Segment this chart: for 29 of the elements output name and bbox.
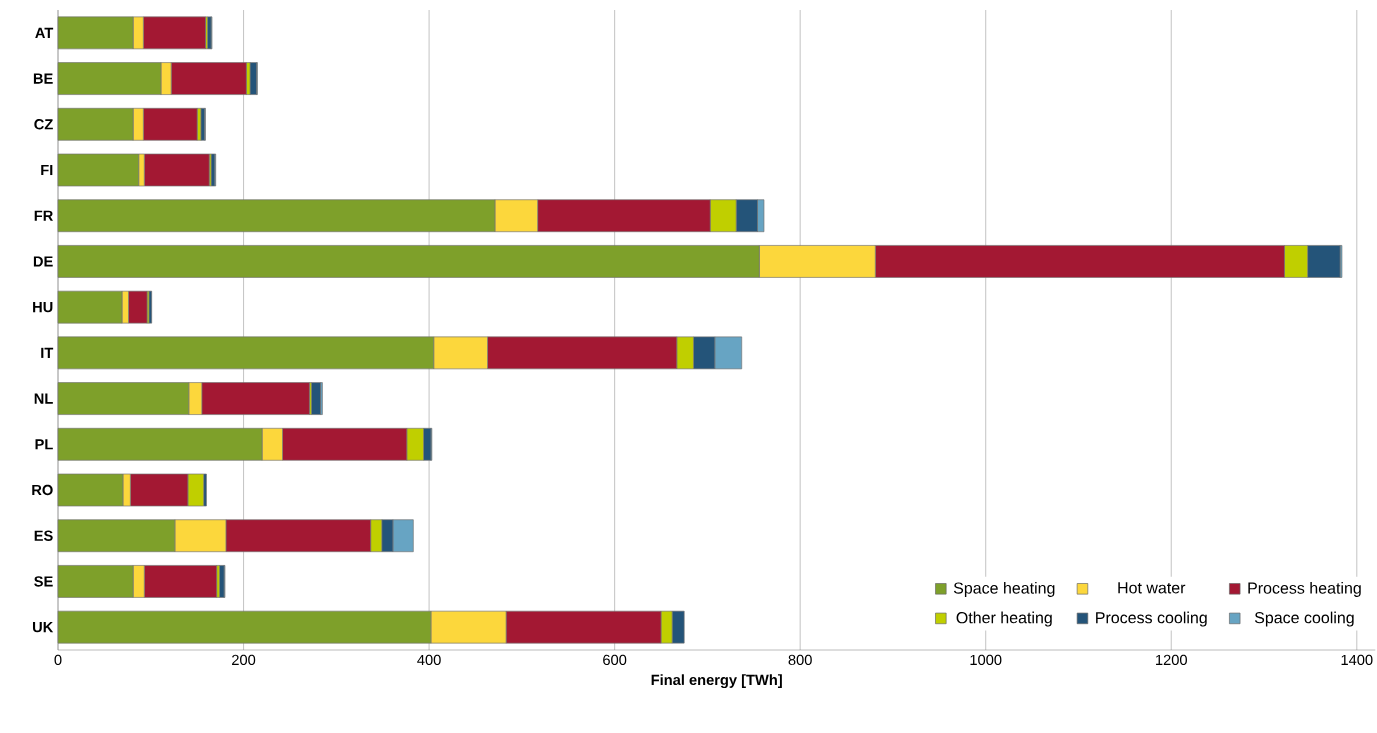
- y-tick-label: CZ: [34, 119, 53, 130]
- y-tick-label: FR: [34, 210, 53, 221]
- y-tick-label: NL: [34, 393, 53, 404]
- y-tick-label: SE: [34, 576, 53, 587]
- y-tick-label: IT: [41, 347, 54, 358]
- x-tick-label: 0: [54, 654, 62, 666]
- y-tick-label: HU: [33, 302, 53, 313]
- y-tick-label: RO: [32, 484, 53, 496]
- x-tick-label: 1200: [1156, 654, 1187, 666]
- legend-label: Space heating: [953, 582, 1055, 597]
- x-tick-label: 800: [788, 654, 812, 666]
- x-tick-label: 1000: [970, 654, 1002, 666]
- legend-label: Process cooling: [1096, 611, 1207, 627]
- y-tick-label: BE: [33, 73, 53, 84]
- x-tick-label: 400: [417, 654, 441, 666]
- x-tick-label: 200: [232, 654, 256, 666]
- y-tick-label: AT: [35, 27, 54, 38]
- legend-label: Other heating: [956, 611, 1052, 627]
- x-tick-label: 600: [603, 654, 627, 666]
- x-tick-label: 1400: [1341, 654, 1373, 666]
- legend-label: Hot water: [1118, 582, 1186, 594]
- y-tick-label: UK: [32, 622, 54, 633]
- y-tick-label: DE: [33, 256, 53, 267]
- x-axis-title: Final energy [TWh]: [651, 674, 782, 688]
- legend-label: Process heating: [1248, 582, 1361, 597]
- y-tick-label: FI: [41, 164, 53, 176]
- legend-label: Space cooling: [1254, 611, 1354, 627]
- y-tick-label: PL: [35, 439, 53, 450]
- y-tick-label: ES: [34, 530, 53, 541]
